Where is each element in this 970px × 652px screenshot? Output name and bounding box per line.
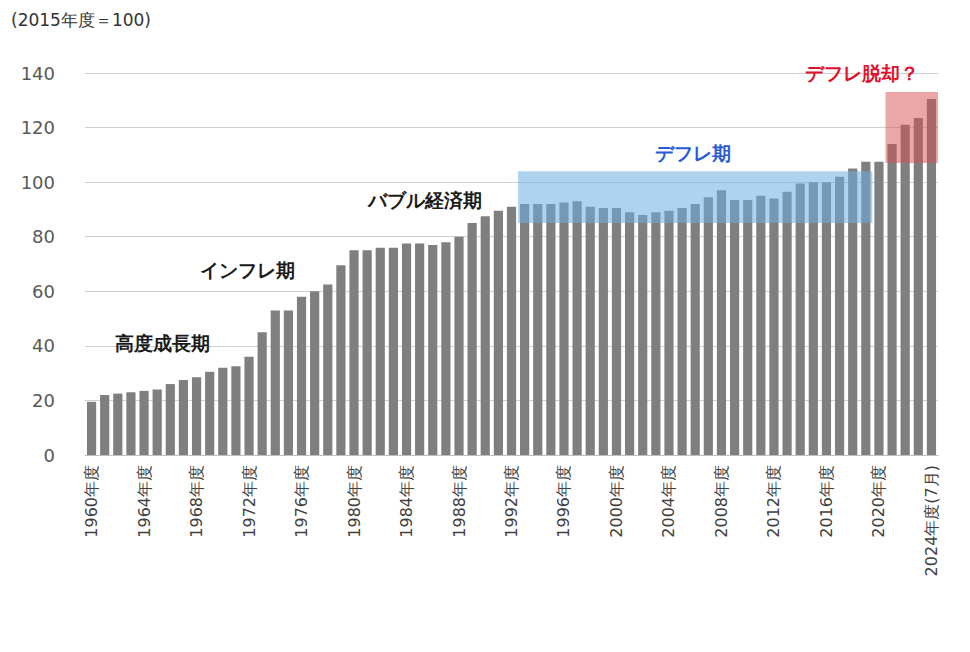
- svg-text:1968年度: 1968年度: [187, 465, 206, 538]
- svg-text:2016年度: 2016年度: [817, 465, 836, 538]
- svg-text:20: 20: [32, 390, 55, 411]
- svg-text:高度成長期: 高度成長期: [115, 332, 210, 354]
- svg-text:140: 140: [21, 63, 55, 84]
- svg-text:120: 120: [21, 117, 55, 138]
- svg-text:1976年度: 1976年度: [292, 465, 311, 538]
- svg-text:2004年度: 2004年度: [659, 465, 678, 538]
- svg-text:60: 60: [32, 281, 55, 302]
- svg-text:1960年度: 1960年度: [82, 465, 101, 538]
- svg-text:デフレ期: デフレ期: [655, 142, 731, 164]
- svg-text:2020年度: 2020年度: [869, 465, 888, 538]
- svg-text:100: 100: [21, 172, 55, 193]
- svg-text:40: 40: [32, 335, 55, 356]
- svg-text:1984年度: 1984年度: [397, 465, 416, 538]
- svg-text:80: 80: [32, 226, 55, 247]
- svg-text:2024年度(7月): 2024年度(7月): [922, 465, 941, 576]
- svg-text:1992年度: 1992年度: [502, 465, 521, 538]
- svg-text:1988年度: 1988年度: [450, 465, 469, 538]
- svg-text:(2015年度＝100): (2015年度＝100): [11, 10, 151, 30]
- svg-text:2000年度: 2000年度: [607, 465, 626, 538]
- svg-text:1996年度: 1996年度: [554, 465, 573, 538]
- svg-text:1964年度: 1964年度: [135, 465, 154, 538]
- svg-text:デフレ脱却？: デフレ脱却？: [805, 62, 919, 84]
- svg-text:2008年度: 2008年度: [712, 465, 731, 538]
- svg-text:2012年度: 2012年度: [764, 465, 783, 538]
- svg-text:0: 0: [44, 445, 55, 466]
- svg-text:バブル経済期: バブル経済期: [367, 189, 482, 211]
- svg-text:1980年度: 1980年度: [345, 465, 364, 538]
- svg-text:インフレ期: インフレ期: [200, 259, 295, 281]
- svg-text:1972年度: 1972年度: [240, 465, 259, 538]
